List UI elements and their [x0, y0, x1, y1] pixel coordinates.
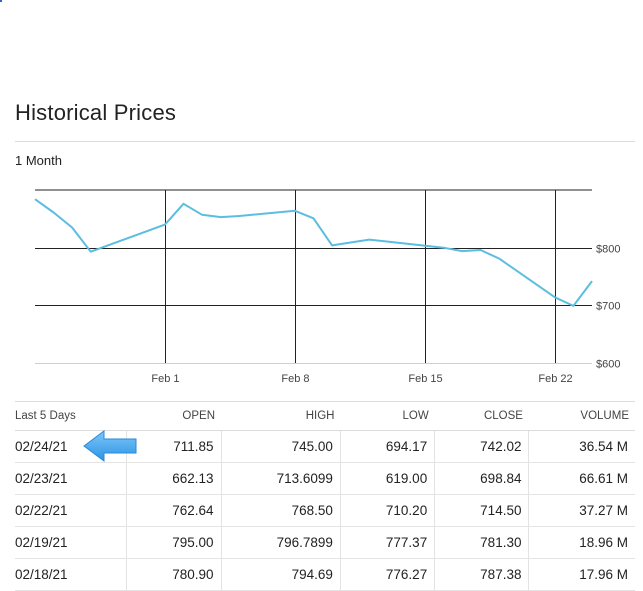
table-row: 02/18/21 780.90 794.69 776.27 787.38 17.96 M — [15, 558, 635, 591]
value-cell: 711.85 — [126, 430, 222, 463]
table-row: 02/22/21 762.64 768.50 710.20 714.50 37.27 M — [15, 494, 635, 527]
price-chart: $600 $700 $800 Feb 1 Feb 8 Feb 15 Feb 22 — [0, 170, 643, 390]
value-cell: 794.69 — [220, 558, 341, 591]
title-divider — [15, 141, 635, 142]
value-cell: 742.02 — [434, 430, 529, 463]
x-tick-label: Feb 8 — [281, 373, 309, 385]
value-cell: 37.27 M — [528, 494, 635, 527]
table-row: 02/23/21 662.13 713.6099 619.00 698.84 66.61 … — [15, 462, 635, 495]
column-header: LOW — [340, 401, 435, 431]
date-cell: 02/23/21 — [15, 462, 127, 495]
value-cell: 762.64 — [126, 494, 222, 527]
y-tick-label: $800 — [596, 244, 620, 256]
table-header-row: Last 5 Days OPEN HIGH LOW CLOSE VOLUME — [15, 401, 635, 431]
value-cell: 713.6099 — [220, 462, 341, 495]
value-cell: 694.17 — [339, 430, 435, 463]
table-row: 02/24/21 711.85 745.00 694.17 742.02 36.54 M — [15, 430, 635, 463]
period-selector[interactable]: 1 Month — [15, 153, 62, 168]
x-tick-label: Feb 22 — [538, 373, 572, 385]
section-title: Historical Prices — [15, 100, 177, 125]
value-cell: 787.38 — [434, 558, 529, 591]
date-cell: 02/18/21 — [15, 558, 127, 591]
value-cell: 796.7899 — [220, 526, 341, 559]
x-tick-label: Feb 1 — [151, 373, 179, 385]
value-cell: 768.50 — [220, 494, 341, 527]
value-cell: 66.61 M — [528, 462, 635, 495]
value-cell: 18.96 M — [528, 526, 635, 559]
table-row: 02/19/21 795.00 796.7899 777.37 781.30 18.96 … — [15, 526, 635, 559]
date-cell: 02/19/21 — [15, 526, 127, 559]
value-cell: 795.00 — [126, 526, 222, 559]
value-cell: 714.50 — [434, 494, 529, 527]
price-chart-svg: $600 $700 $800 Feb 1 Feb 8 Feb 15 Feb 22 — [34, 189, 620, 385]
value-cell: 36.54 M — [528, 430, 635, 463]
column-header: Last 5 Days — [15, 401, 127, 431]
column-header: VOLUME — [528, 401, 635, 431]
value-cell: 780.90 — [126, 558, 222, 591]
value-cell: 619.00 — [339, 462, 435, 495]
column-header: HIGH — [221, 401, 341, 431]
value-cell: 777.37 — [339, 526, 435, 559]
left-arrow-icon — [83, 430, 137, 462]
value-cell: 745.00 — [220, 430, 341, 463]
corner-dot — [0, 0, 2, 2]
y-tick-label: $700 — [596, 301, 620, 313]
value-cell: 710.20 — [339, 494, 435, 527]
historical-prices-table: Last 5 Days OPEN HIGH LOW CLOSE VOLUME 02/24/… — [15, 401, 635, 591]
column-header: CLOSE — [434, 401, 529, 431]
y-tick-label: $600 — [596, 359, 620, 371]
column-header: OPEN — [126, 401, 222, 431]
value-cell: 781.30 — [434, 526, 529, 559]
value-cell: 662.13 — [126, 462, 222, 495]
x-tick-label: Feb 15 — [408, 373, 442, 385]
value-cell: 698.84 — [434, 462, 529, 495]
value-cell: 17.96 M — [528, 558, 635, 591]
date-cell: 02/22/21 — [15, 494, 127, 527]
value-cell: 776.27 — [339, 558, 435, 591]
price-series-line — [34, 198, 593, 307]
